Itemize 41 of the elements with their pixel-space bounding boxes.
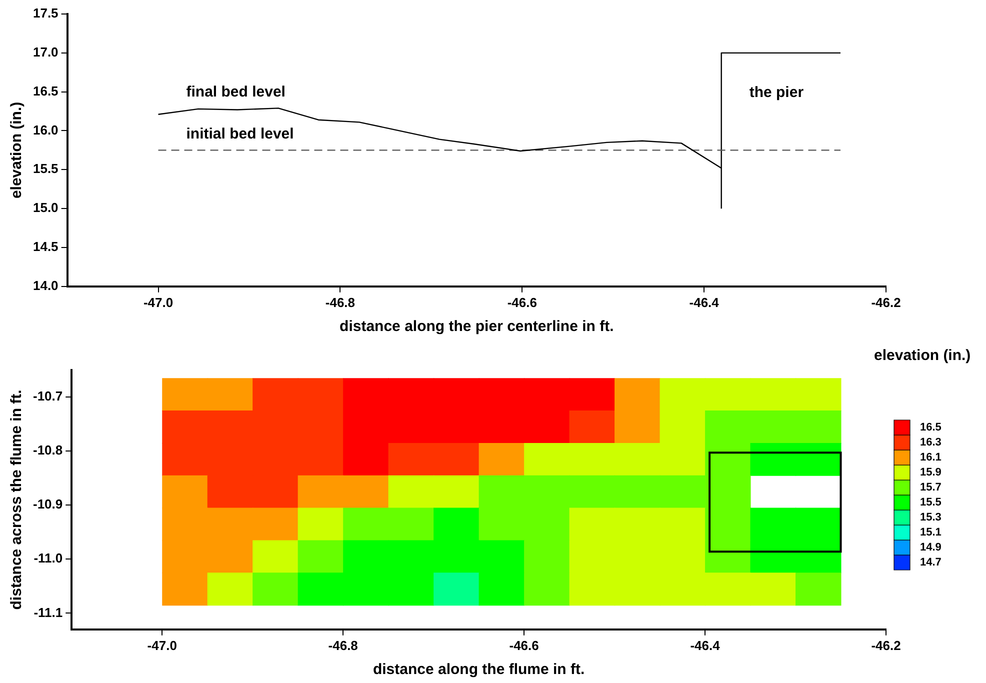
color-bar-label: 15.3: [920, 512, 942, 524]
y-tick-label: 15.0: [32, 200, 58, 216]
x-tick-label: -46.6: [507, 294, 537, 310]
color-bar-title: elevation (in.): [874, 347, 971, 364]
x-tick-label: -46.4: [689, 294, 720, 310]
series-label: initial bed level: [186, 125, 294, 142]
y-tick-label: 14.5: [32, 239, 58, 254]
x-tick-label: -46.4: [690, 638, 721, 653]
x-tick-label: -46.2: [871, 294, 901, 310]
y-tick-label: 16.0: [32, 122, 58, 138]
series-label: the pier: [749, 84, 804, 102]
y-tick-label: 17.5: [32, 6, 58, 21]
series-label: final bed level: [186, 83, 286, 100]
color-bar-label: 14.9: [920, 542, 942, 554]
color-bar-label: 15.7: [920, 482, 942, 494]
x-tick-label: -46.8: [325, 294, 356, 310]
color-bar-label: 15.1: [920, 526, 942, 539]
y-tick-label: 14.0: [32, 278, 58, 293]
y-tick-label: 16.5: [32, 83, 58, 98]
color-bar-label: 15.5: [920, 496, 942, 509]
x-tick-label: -46.6: [509, 638, 539, 653]
color-bar-label: 16.5: [920, 422, 942, 434]
x-tick-label: -47.0: [143, 294, 174, 310]
y-tick-label: -11.1: [34, 604, 63, 620]
color-bar-label: 14.7: [920, 556, 942, 569]
y-axis-title: distance across the flume in ft.: [8, 390, 26, 610]
y-tick-label: 17.0: [32, 44, 58, 60]
x-axis-title: distance along the flume in ft.: [372, 661, 585, 678]
color-bar-label: 16.1: [920, 452, 942, 464]
x-tick-label: -46.8: [328, 638, 358, 653]
y-tick-label: -11.0: [34, 550, 63, 566]
color-bar-label: 15.9: [920, 466, 942, 479]
x-axis-title: distance along the pier centerline in ft.: [340, 318, 614, 336]
y-tick-label: 15.5: [32, 161, 58, 176]
color-bar-label: 16.3: [920, 436, 942, 449]
y-tick-label: -10.8: [32, 442, 63, 458]
x-tick-label: -47.0: [147, 638, 177, 653]
y-tick-label: -10.7: [32, 388, 63, 404]
y-tick-label: -10.9: [32, 496, 63, 512]
y-axis-title: elevation (in.): [8, 102, 26, 199]
x-tick-label: -46.2: [871, 638, 901, 653]
